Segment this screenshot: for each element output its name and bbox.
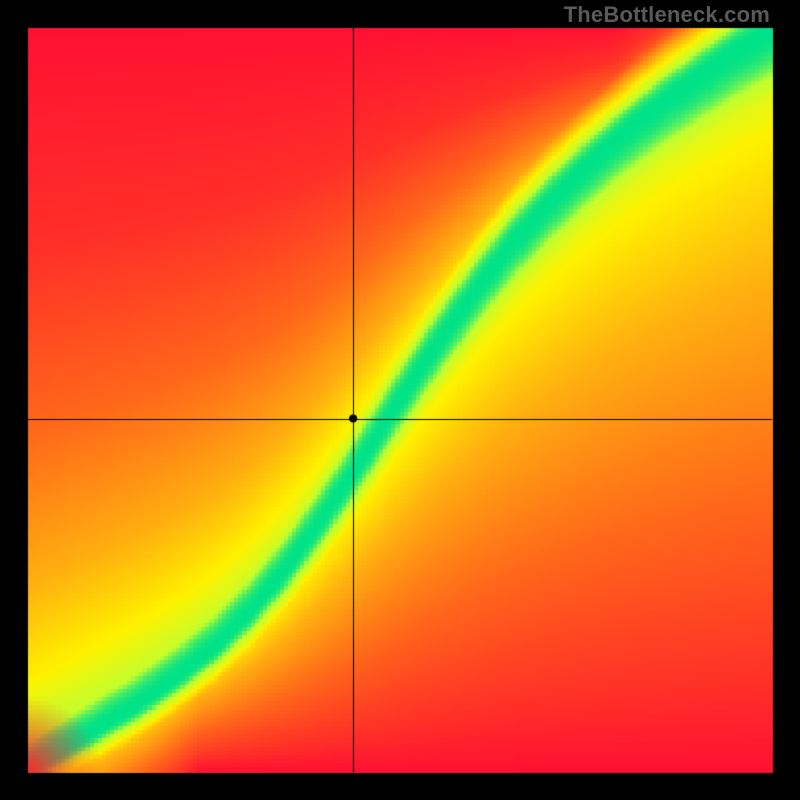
bottleneck-heatmap [0,0,800,800]
chart-container: TheBottleneck.com [0,0,800,800]
watermark-text: TheBottleneck.com [564,2,770,28]
